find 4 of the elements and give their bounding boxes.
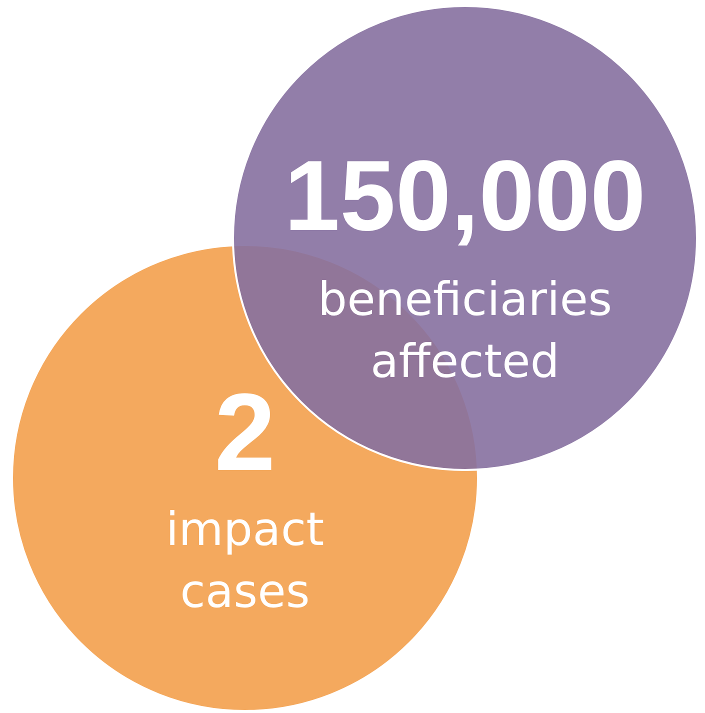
category-label: beneficiaries affected <box>318 272 612 388</box>
data-label: 150,000 <box>284 140 646 252</box>
data-label: 2 <box>214 371 276 494</box>
category-label: impact cases <box>166 502 324 618</box>
